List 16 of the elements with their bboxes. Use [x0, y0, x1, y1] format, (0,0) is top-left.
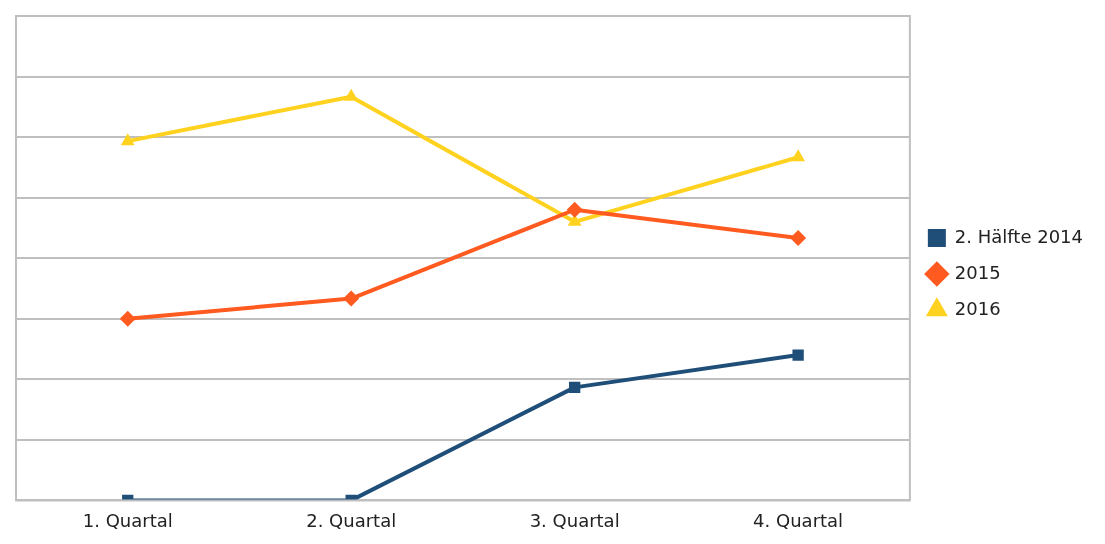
x-tick-label: 1. Quartal: [82, 509, 173, 531]
point: [119, 310, 136, 327]
legend-label: 2016: [954, 297, 1001, 319]
point: [569, 381, 581, 394]
legend-label: 2015: [954, 261, 1001, 283]
point: [791, 149, 806, 162]
x-tick-label: 4. Quartal: [753, 509, 844, 531]
point: [343, 290, 360, 307]
point: [120, 133, 135, 146]
point: [790, 230, 807, 247]
point: [792, 349, 804, 361]
point: [344, 88, 359, 101]
x-tick-label: 3. Quartal: [529, 509, 620, 531]
point: [566, 201, 583, 218]
legend-label: 2. Hälfte 2014: [954, 225, 1084, 247]
x-tick-label: 2. Quartal: [306, 509, 397, 531]
